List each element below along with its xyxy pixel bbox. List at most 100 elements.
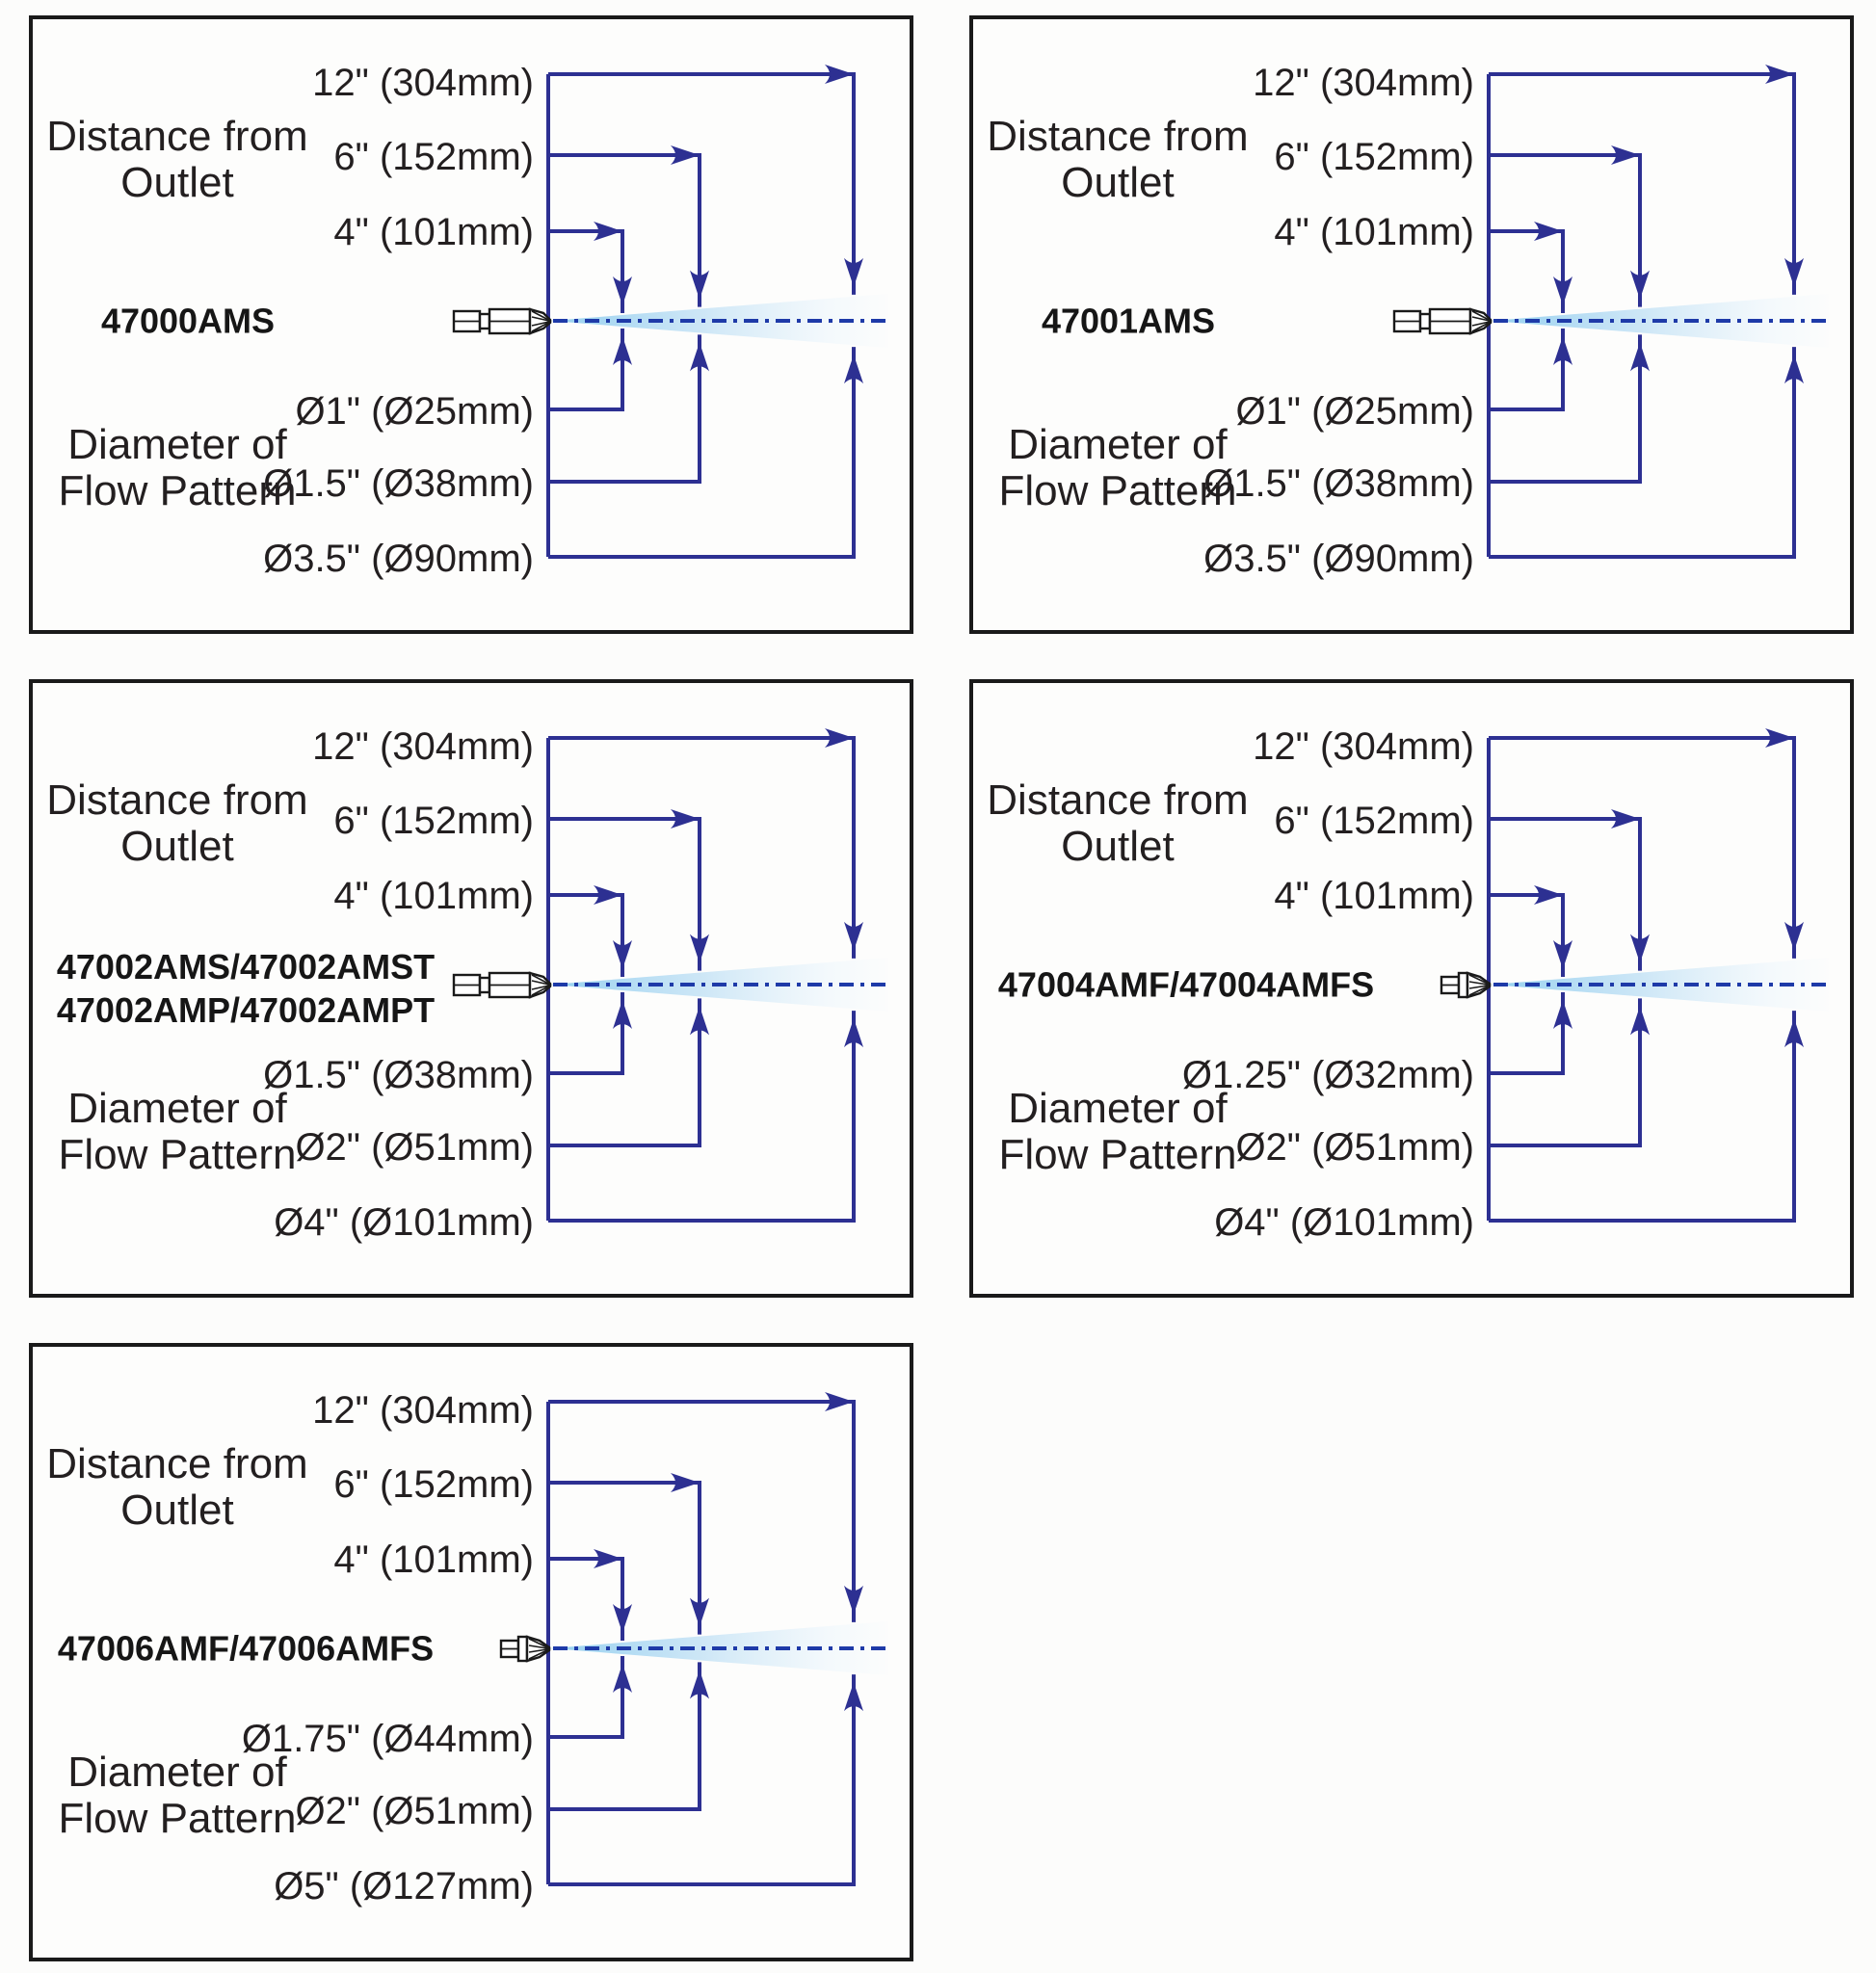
arrowhead-right-icon — [825, 65, 854, 84]
distance-label-6in: 6" (152mm) — [1274, 136, 1474, 178]
distance-heading-line2: Outlet — [120, 823, 234, 870]
arrowhead-up-icon — [613, 999, 632, 1029]
arrowhead-down-icon — [690, 270, 709, 300]
distance-heading-line1: Distance from — [987, 113, 1249, 160]
arrowhead-up-icon — [613, 1663, 632, 1693]
arrowhead-down-icon — [844, 1585, 863, 1615]
distance-heading-line2: Outlet — [120, 1486, 234, 1534]
flow-diagram — [499, 1392, 890, 1886]
arrowhead-down-icon — [690, 934, 709, 963]
diameter-label-mid: Ø1.5" (Ø38mm) — [1203, 462, 1474, 505]
arrowhead-right-icon — [671, 145, 700, 165]
model-label: 47002AMS/47002AMST 47002AMP/47002AMPT — [33, 945, 459, 1032]
diameter-heading-line2: Flow Pattern — [58, 1131, 297, 1178]
distance-heading-line1: Distance from — [46, 776, 308, 824]
distance-heading-line2: Outlet — [1061, 159, 1175, 206]
diameter-label-mid: Ø2" (Ø51mm) — [295, 1126, 534, 1169]
diameter-label-large: Ø5" (Ø127mm) — [274, 1865, 534, 1907]
diameter-heading-line1: Diameter of — [1008, 421, 1228, 468]
diameter-label-mid: Ø2" (Ø51mm) — [295, 1790, 534, 1832]
distance-heading-line1: Distance from — [46, 1440, 308, 1487]
flow-diagram — [452, 728, 890, 1223]
distance-label-12in: 12" (304mm) — [1253, 725, 1474, 768]
arrowhead-right-icon — [825, 1392, 854, 1411]
model-label: 47001AMS — [1041, 301, 1216, 341]
distance-label-12in: 12" (304mm) — [312, 62, 534, 104]
distance-label-6in: 6" (152mm) — [333, 136, 534, 178]
flow-pattern-panel-47002: Distance from Outlet 12" (304mm) 6" (152… — [29, 679, 913, 1298]
arrowhead-down-icon — [1630, 934, 1650, 963]
distance-heading-line2: Outlet — [1061, 823, 1175, 870]
diameter-heading-line1: Diameter of — [67, 421, 287, 468]
arrowhead-down-icon — [1553, 940, 1572, 970]
distance-label-4in: 4" (101mm) — [333, 211, 534, 253]
distance-label-4in: 4" (101mm) — [333, 1539, 534, 1581]
arrowhead-right-icon — [1611, 145, 1640, 165]
flow-pattern-panel-47006: Distance from Outlet 12" (304mm) 6" (152… — [29, 1343, 913, 1961]
arrowhead-right-icon — [825, 728, 854, 748]
arrowhead-right-icon — [594, 1549, 622, 1568]
arrowhead-right-icon — [671, 809, 700, 829]
diameter-heading-line2: Flow Pattern — [58, 1795, 297, 1842]
nozzle-icon — [1440, 971, 1492, 999]
diameter-heading: Diameter of Flow Pattern — [33, 422, 322, 514]
distance-heading: Distance from Outlet — [973, 114, 1262, 206]
distance-heading-line2: Outlet — [120, 159, 234, 206]
arrowhead-up-icon — [844, 1682, 863, 1712]
arrowhead-up-icon — [1553, 999, 1572, 1029]
distance-label-6in: 6" (152mm) — [333, 800, 534, 842]
arrowhead-up-icon — [1784, 355, 1804, 384]
arrowhead-down-icon — [1630, 270, 1650, 300]
diameter-heading: Diameter of Flow Pattern — [973, 422, 1262, 514]
arrowhead-right-icon — [594, 885, 622, 905]
model-label: 47000AMS — [100, 301, 276, 341]
distance-label-12in: 12" (304mm) — [312, 1389, 534, 1432]
distance-heading: Distance from Outlet — [33, 777, 322, 870]
distance-heading: Distance from Outlet — [973, 777, 1262, 870]
diameter-heading-line1: Diameter of — [67, 1749, 287, 1796]
distance-label-6in: 6" (152mm) — [1274, 800, 1474, 842]
arrowhead-down-icon — [844, 257, 863, 287]
distance-label-6in: 6" (152mm) — [333, 1463, 534, 1506]
flow-pattern-panel-47000ams: Distance from Outlet 12" (304mm) 6" (152… — [29, 15, 913, 634]
diameter-label-small: Ø1" (Ø25mm) — [1235, 390, 1474, 433]
arrowhead-down-icon — [1784, 921, 1804, 951]
arrowhead-up-icon — [844, 355, 863, 384]
arrowhead-right-icon — [1765, 728, 1794, 748]
arrowhead-down-icon — [613, 940, 632, 970]
model-label: 47004AMF/47004AMFS — [997, 964, 1375, 1005]
distance-label-12in: 12" (304mm) — [1253, 62, 1474, 104]
flow-diagram — [1440, 728, 1831, 1223]
arrowhead-right-icon — [1611, 809, 1640, 829]
distance-heading: Distance from Outlet — [33, 114, 322, 206]
model-label-line2: 47002AMP/47002AMPT — [56, 990, 436, 1030]
arrowhead-up-icon — [844, 1018, 863, 1048]
arrowhead-down-icon — [1553, 276, 1572, 306]
arrowhead-right-icon — [1765, 65, 1794, 84]
diameter-label-small: Ø1.5" (Ø38mm) — [263, 1054, 534, 1096]
distance-label-12in: 12" (304mm) — [312, 725, 534, 768]
distance-heading-line1: Distance from — [987, 776, 1249, 824]
arrowhead-up-icon — [1784, 1018, 1804, 1048]
arrowhead-up-icon — [1553, 335, 1572, 365]
diameter-heading-line2: Flow Pattern — [58, 467, 297, 514]
arrowhead-up-icon — [1630, 1006, 1650, 1036]
nozzle-icon — [452, 971, 552, 999]
distance-heading: Distance from Outlet — [33, 1441, 322, 1534]
diameter-label-large: Ø3.5" (Ø90mm) — [263, 538, 534, 580]
arrowhead-down-icon — [844, 921, 863, 951]
flow-diagram — [452, 65, 890, 559]
diameter-label-large: Ø4" (Ø101mm) — [1214, 1201, 1474, 1244]
diameter-label-mid: Ø1.5" (Ø38mm) — [263, 462, 534, 505]
nozzle-icon — [452, 307, 552, 335]
arrowhead-right-icon — [1534, 222, 1563, 241]
diameter-heading-line2: Flow Pattern — [998, 467, 1237, 514]
diameter-label-large: Ø3.5" (Ø90mm) — [1203, 538, 1474, 580]
dimension-lines — [546, 736, 856, 1223]
arrowhead-down-icon — [613, 1604, 632, 1634]
arrowhead-up-icon — [613, 335, 632, 365]
arrowhead-up-icon — [1630, 342, 1650, 372]
nozzle-icon — [1392, 307, 1493, 335]
arrowhead-down-icon — [690, 1597, 709, 1627]
distance-label-4in: 4" (101mm) — [1274, 211, 1474, 253]
